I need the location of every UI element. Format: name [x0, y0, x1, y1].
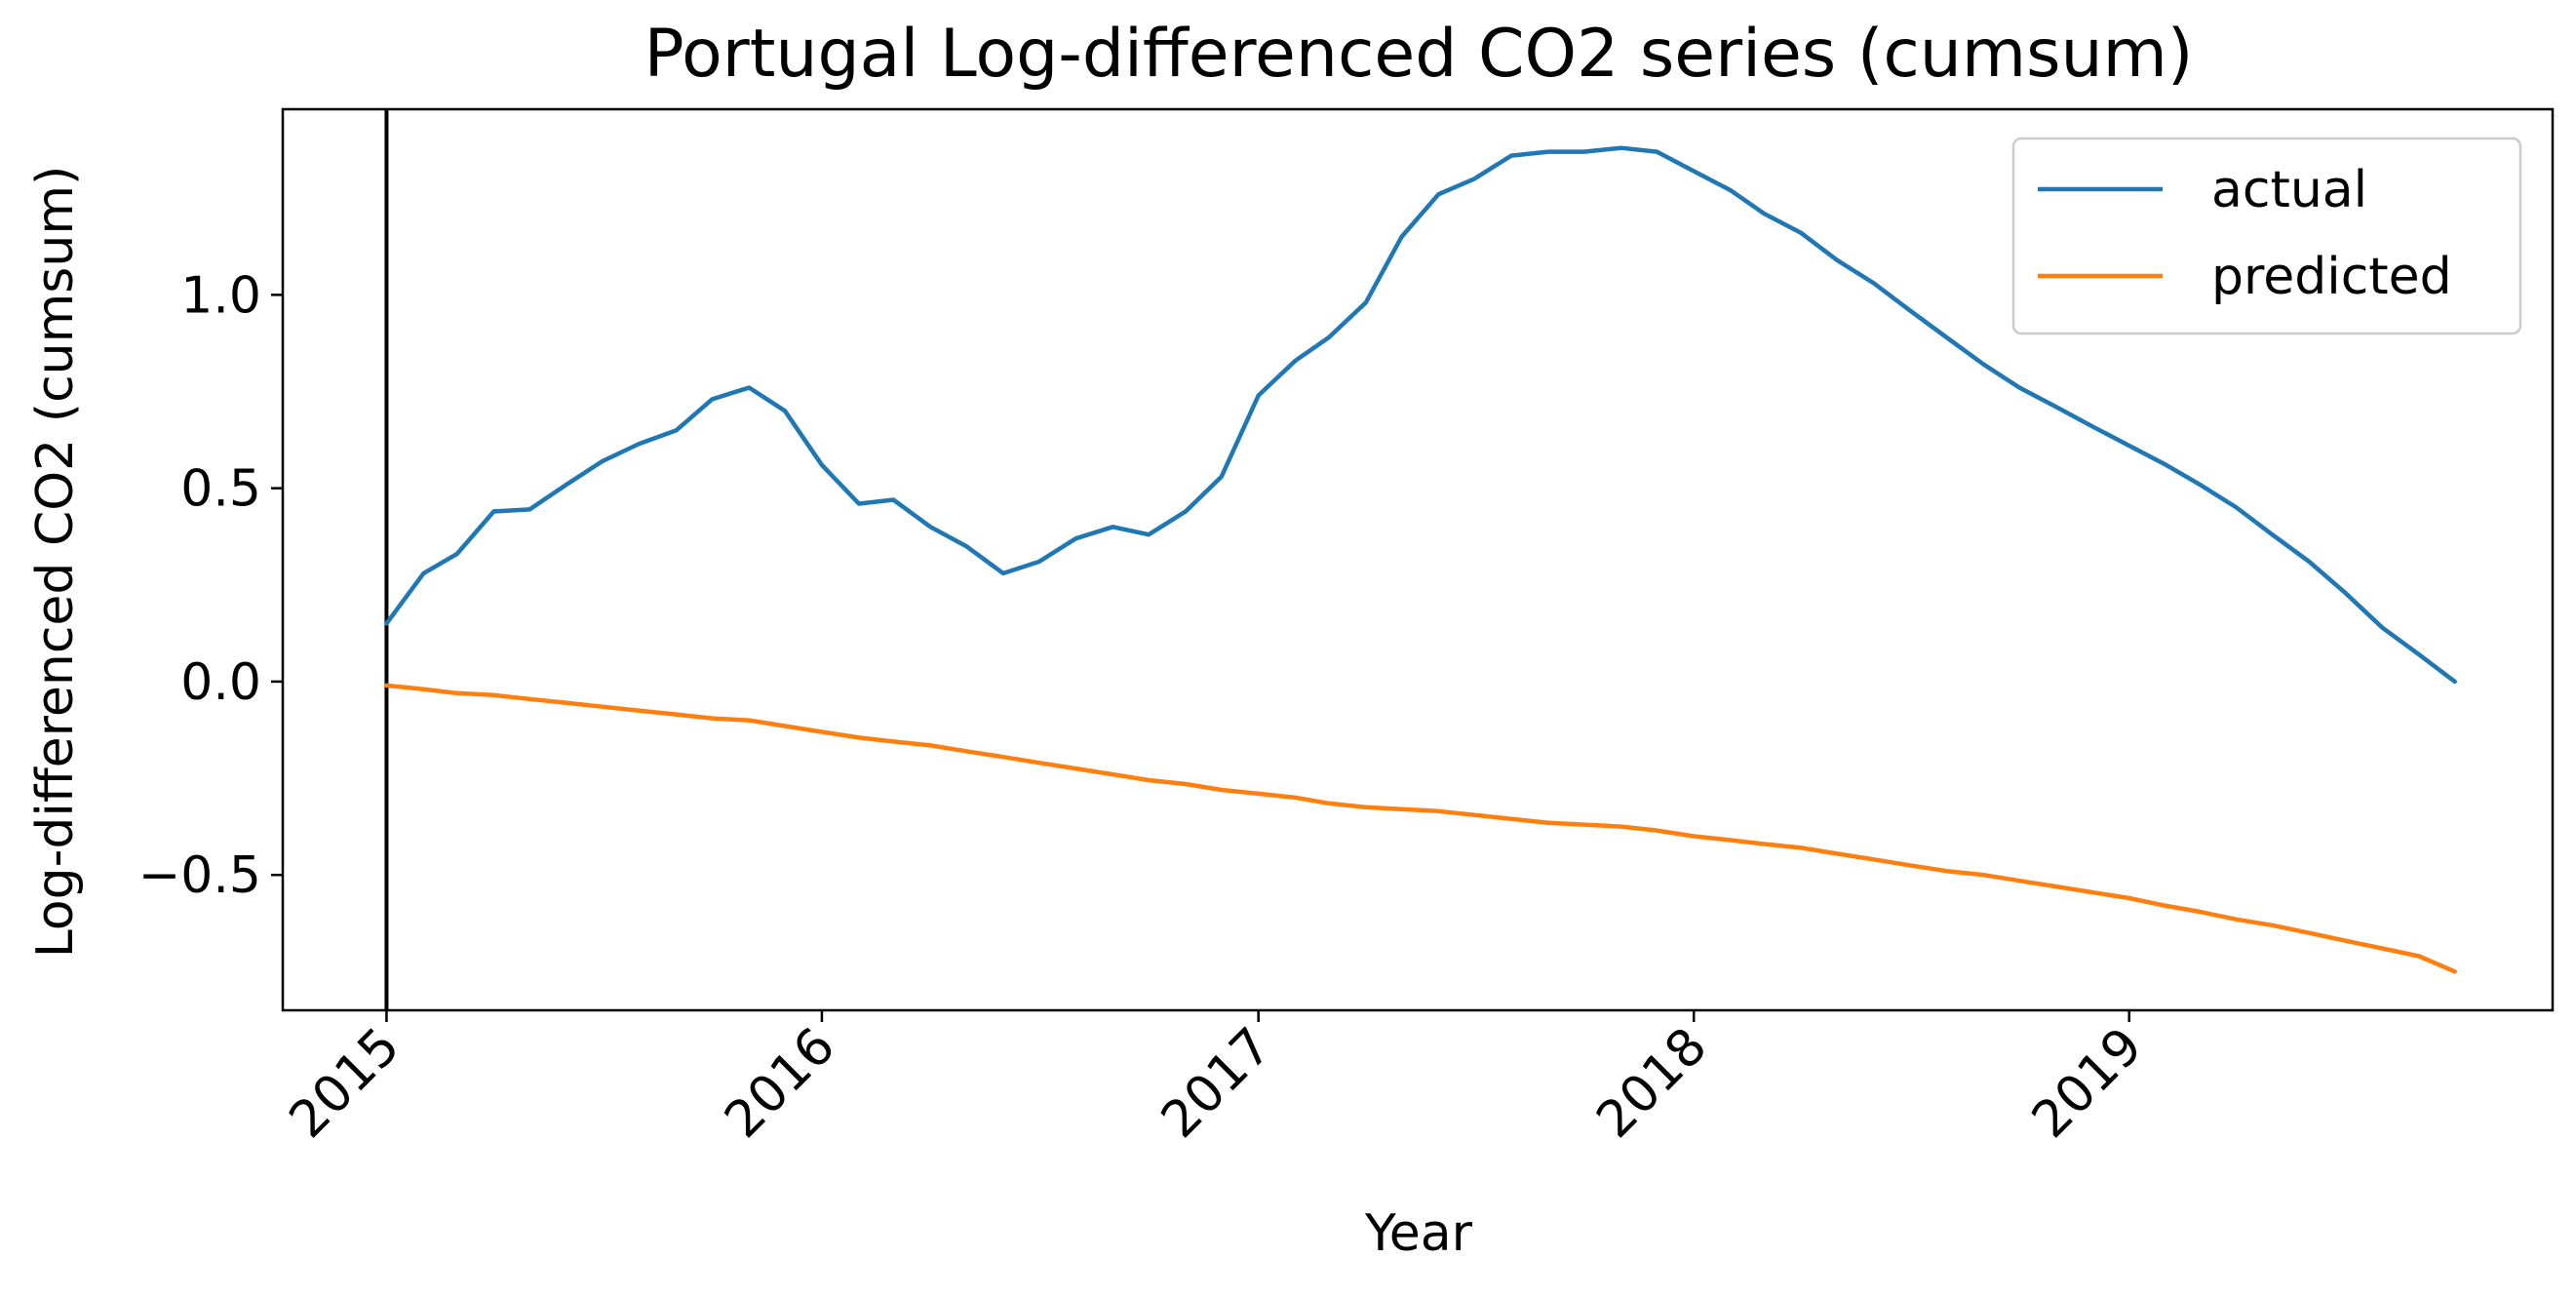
legend-label-predicted: predicted: [2211, 248, 2452, 306]
plot-area: [384, 109, 2457, 1010]
series-line-actual: [384, 145, 2457, 685]
legend: actual predicted: [2011, 137, 2522, 335]
axis-ticks: −0.5 0.0 0.5 1.0 2015 2016 2017 2018 2019: [138, 266, 2154, 1149]
y-axis-label: Log-differenced CO2 (cumsum): [26, 166, 85, 959]
x-tick-label: 2019: [2021, 1017, 2154, 1150]
y-tick-label: 0.5: [180, 460, 261, 519]
x-axis-label: Year: [1364, 1204, 1473, 1263]
x-tick-label: 2017: [1151, 1017, 1283, 1150]
y-tick-label: 1.0: [180, 266, 261, 325]
y-tick-label: 0.0: [180, 653, 261, 712]
series-line-predicted: [384, 683, 2457, 974]
x-tick-label: 2015: [279, 1017, 411, 1150]
x-tick-label: 2016: [714, 1017, 846, 1150]
legend-label-actual: actual: [2211, 161, 2367, 219]
y-tick-label: −0.5: [138, 846, 261, 905]
plot-frame: [281, 107, 2555, 1012]
chart-title: Portugal Log-differenced CO2 series (cum…: [644, 16, 2194, 93]
x-tick-label: 2018: [1585, 1017, 1718, 1150]
